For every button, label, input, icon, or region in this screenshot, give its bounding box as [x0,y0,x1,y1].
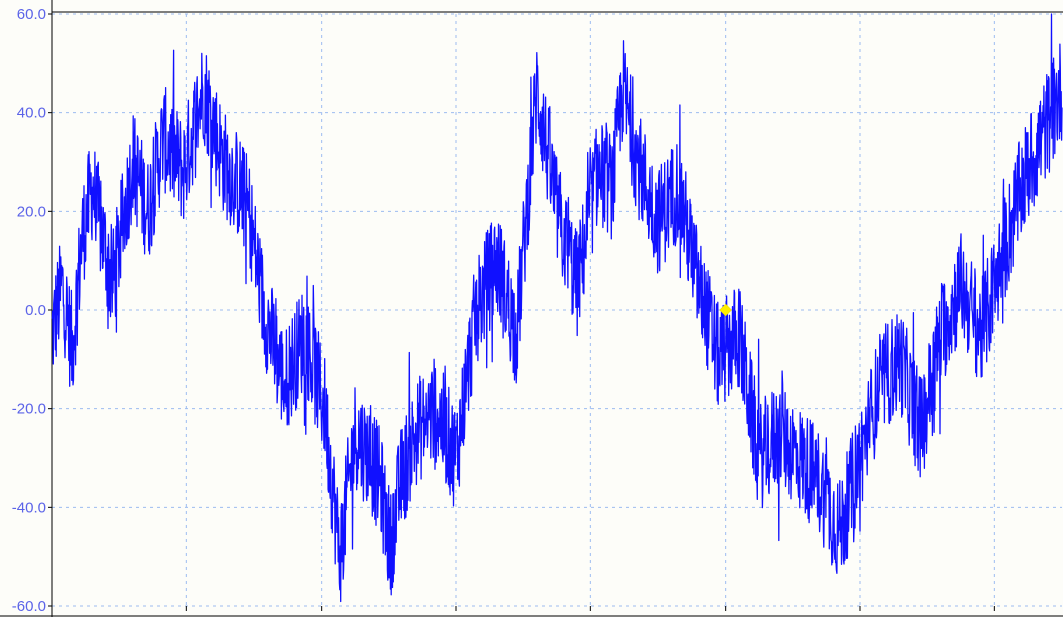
series-line [51,13,1063,603]
y-tick-label: 0.0 [25,302,46,319]
y-tick-label: -20.0 [12,401,46,418]
series-layer [51,13,1063,603]
y-tick-label: 20.0 [17,203,46,220]
data-marker [719,303,733,317]
y-tick-label: -40.0 [12,499,46,516]
y-tick-label: -60.0 [12,598,46,615]
y-tick-label: 40.0 [17,105,46,122]
y-tick-labels: 60.0 40.0 20.0 0.0 -20.0 -40.0 -60.0 [12,6,46,615]
marker-layer [719,303,733,317]
y-tick-label: 60.0 [17,6,46,23]
